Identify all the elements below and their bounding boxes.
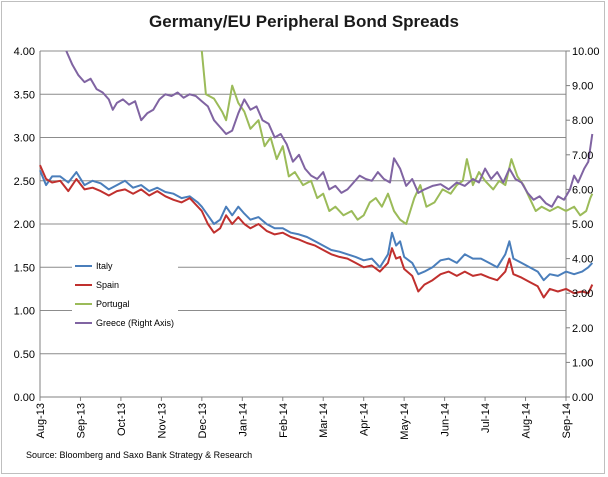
series-line-italy <box>39 170 594 282</box>
x-tick-label: Mar-14 <box>318 403 330 438</box>
series-line-spain <box>39 164 594 299</box>
x-tick-label: Feb-14 <box>278 403 290 438</box>
tick-labels: 0.00 0.50 1.00 1.50 2.00 2.50 3.00 3.50 4.00 0.00… <box>14 46 600 440</box>
y-left-tick-label: 4.00 <box>14 46 35 58</box>
x-tick-label: Aug-13 <box>35 403 47 438</box>
series-line-portugal <box>200 50 594 225</box>
legend-box <box>72 254 178 340</box>
y-left-tick-label: 1.50 <box>14 262 35 274</box>
x-tick-label: Apr-14 <box>359 403 371 436</box>
y-right-tick-label: 2.00 <box>572 323 593 335</box>
y-left-tick-label: 2.00 <box>14 219 35 231</box>
grid-lines <box>40 50 566 355</box>
x-tick-label: Aug-14 <box>521 403 533 438</box>
x-tick-label: May-14 <box>399 403 411 440</box>
x-tick-label: Jan-14 <box>237 403 249 437</box>
legend-label: Portugal <box>96 299 130 309</box>
y-left-tick-label: 3.00 <box>14 133 35 145</box>
y-right-tick-label: 8.00 <box>572 115 593 127</box>
y-right-tick-label: 10.00 <box>572 46 600 58</box>
axes <box>39 50 570 401</box>
x-tick-label: Dec-13 <box>197 403 209 438</box>
series-lines <box>39 50 594 299</box>
y-left-tick-label: 0.00 <box>14 392 35 404</box>
x-tick-label: Jun-14 <box>440 403 452 437</box>
y-left-tick-label: 0.50 <box>14 349 35 361</box>
chart-title: Germany/EU Peripheral Bond Spreads <box>149 12 459 31</box>
series-line-greece-right-axis <box>65 50 594 208</box>
y-right-tick-label: 0.00 <box>572 392 593 404</box>
legend-label: Italy <box>96 261 113 271</box>
source-note: Source: Bloomberg and Saxo Bank Strategy… <box>26 450 253 460</box>
legend-label: Greece (Right Axis) <box>96 318 174 328</box>
legend-label: Spain <box>96 280 119 290</box>
y-left-tick-label: 2.50 <box>14 176 35 188</box>
x-tick-label: Sep-14 <box>561 403 573 438</box>
y-right-tick-label: 5.00 <box>572 219 593 231</box>
legend: Italy Spain Portugal Greece (Right Axis) <box>75 261 174 328</box>
y-right-tick-label: 7.00 <box>572 150 593 162</box>
y-left-tick-label: 1.00 <box>14 306 35 318</box>
x-tick-label: Oct-13 <box>116 403 128 436</box>
y-right-tick-label: 9.00 <box>572 81 593 93</box>
x-tick-label: Sep-13 <box>75 403 87 438</box>
y-right-tick-label: 4.00 <box>572 254 593 266</box>
y-right-tick-label: 6.00 <box>572 184 593 196</box>
y-right-tick-label: 3.00 <box>572 288 593 300</box>
y-right-tick-label: 1.00 <box>572 357 593 369</box>
x-tick-label: Nov-13 <box>156 403 168 438</box>
y-left-tick-label: 3.50 <box>14 89 35 101</box>
x-tick-label: Jul-14 <box>480 403 492 433</box>
